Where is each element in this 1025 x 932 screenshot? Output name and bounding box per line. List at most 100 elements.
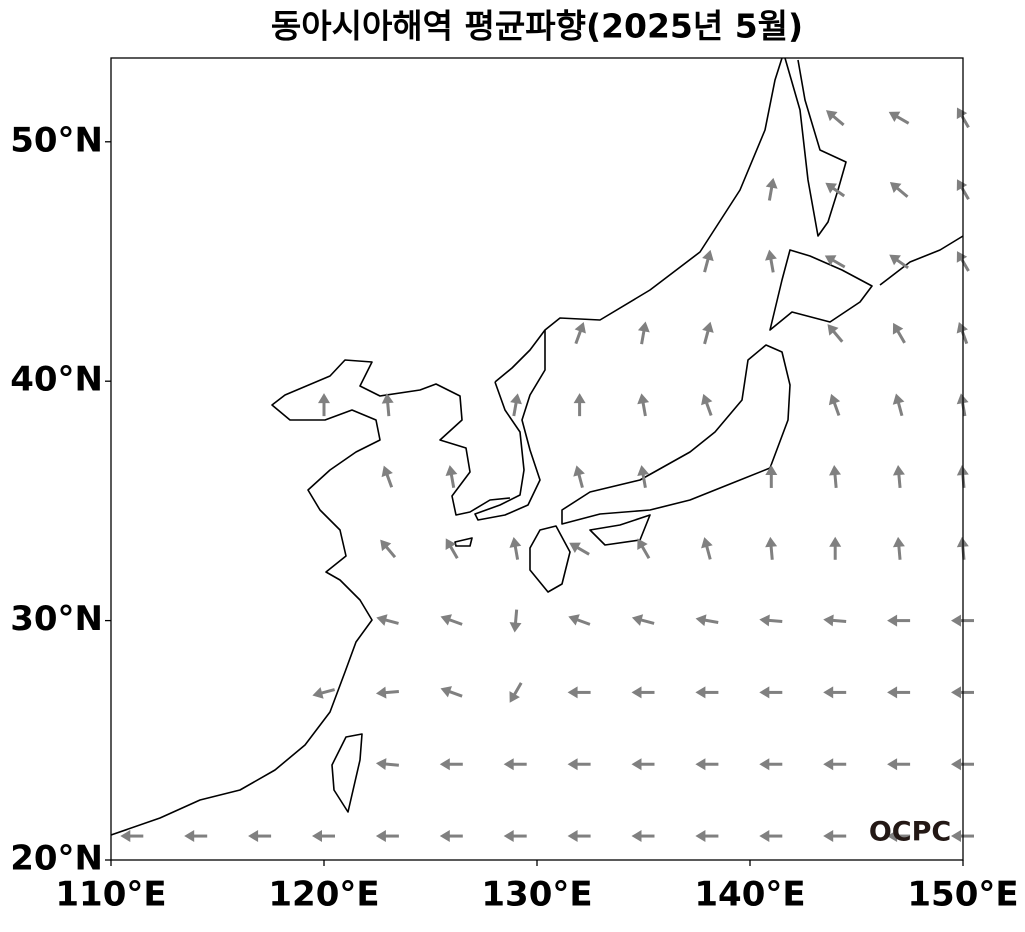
arrow-head — [765, 464, 778, 475]
arrow-head — [829, 465, 842, 476]
arrow-shaft — [319, 688, 336, 695]
wave-arrow — [637, 465, 650, 489]
arrow-head — [381, 465, 393, 478]
wave-arrow — [637, 538, 651, 560]
arrow-head — [892, 322, 904, 335]
wave-arrow — [887, 614, 911, 627]
arrow-shaft — [640, 329, 646, 345]
arrow-shaft — [703, 329, 710, 345]
arrow-head — [312, 830, 322, 843]
wave-arrow — [318, 393, 330, 417]
arrow-head — [439, 830, 450, 843]
wave-arrow — [828, 393, 841, 416]
arrow-head — [569, 542, 581, 553]
arrow-head — [951, 686, 961, 699]
arrow-head — [759, 686, 770, 699]
arrow-head — [823, 614, 834, 627]
arrow-shaft — [448, 544, 459, 560]
coastline — [529, 525, 571, 593]
wave-arrow — [956, 107, 970, 129]
arrow-head — [567, 686, 578, 699]
wave-arrow — [702, 321, 714, 345]
map-title: 동아시아해역 평균파향(2025년 5월) — [271, 7, 803, 46]
arrow-head — [637, 465, 650, 477]
arrow-head — [702, 321, 714, 333]
arrow-head — [759, 614, 770, 627]
coastline — [769, 249, 873, 331]
arrow-head — [956, 107, 968, 120]
wave-arrow — [765, 177, 778, 201]
wave-arrow — [823, 830, 847, 843]
arrow-shaft — [385, 472, 394, 488]
arrow-head — [887, 830, 898, 843]
wave-arrow — [701, 393, 713, 416]
arrow-head — [823, 686, 834, 699]
wave-arrow — [887, 830, 911, 843]
coastline — [879, 235, 964, 286]
axes: 110°E 120°E 130°E 140°E 150°E 20°N 30°N 40°N 50°… — [10, 120, 1018, 914]
wave-arrow — [567, 830, 591, 843]
arrow-shaft — [575, 617, 591, 626]
wave-arrow — [888, 111, 910, 125]
wave-arrow — [637, 321, 650, 345]
arrow-head — [248, 830, 259, 843]
wave-arrow — [951, 686, 974, 699]
wave-arrow — [892, 322, 906, 344]
arrow-head — [889, 181, 902, 193]
arrow-shaft — [641, 472, 647, 489]
arrow-head — [892, 465, 905, 476]
wave-arrow — [759, 614, 783, 627]
arrow-shaft — [703, 257, 710, 273]
wave-arrow — [825, 182, 846, 198]
arrow-head — [951, 614, 961, 627]
arrow-head — [573, 465, 585, 477]
arrow-head — [631, 758, 642, 771]
y-tick-label: 20°N — [10, 839, 103, 879]
arrow-head — [318, 393, 330, 404]
arrow-shaft — [575, 545, 590, 556]
wave-arrow — [956, 251, 970, 272]
y-tick-label: 40°N — [10, 360, 103, 400]
wave-arrow — [440, 686, 463, 698]
arrow-shaft — [894, 114, 910, 125]
arrow-head — [951, 758, 961, 771]
wave-arrow — [759, 830, 783, 843]
arrow-head — [828, 393, 841, 406]
arrow-head — [631, 686, 642, 699]
arrow-shaft — [641, 400, 647, 417]
arrow-shaft — [513, 544, 520, 560]
y-tick-label: 50°N — [10, 120, 103, 160]
arrow-head — [759, 758, 770, 771]
arrow-shaft — [895, 329, 906, 344]
arrow-head — [695, 614, 707, 627]
arrow-head — [888, 111, 901, 123]
wave-arrow — [824, 255, 846, 269]
arrow-shaft — [831, 114, 845, 127]
wave-arrow — [823, 758, 847, 771]
wave-arrow — [887, 686, 911, 699]
wave-arrow — [248, 830, 272, 843]
wave-arrow — [951, 830, 974, 843]
wave-arrow — [631, 830, 655, 843]
arrow-shaft — [831, 618, 847, 624]
arrow-shaft — [577, 472, 584, 488]
arrow-head — [637, 393, 650, 405]
arrow-head — [445, 538, 456, 551]
arrow-head — [956, 251, 968, 263]
arrow-head — [956, 179, 968, 191]
arrow-head — [887, 758, 898, 771]
arrow-head — [510, 393, 522, 405]
wave-arrow — [445, 538, 459, 560]
arrow-head — [695, 686, 706, 699]
wave-arrow — [312, 687, 336, 699]
wave-arrow — [829, 536, 842, 560]
arrow-head — [823, 758, 834, 771]
arrow-head — [827, 324, 839, 336]
arrow-head — [702, 249, 714, 262]
arrow-shaft — [769, 544, 774, 560]
x-tick-label: 110°E — [55, 875, 166, 915]
arrow-shaft — [383, 618, 399, 625]
wave-arrow — [759, 758, 783, 771]
